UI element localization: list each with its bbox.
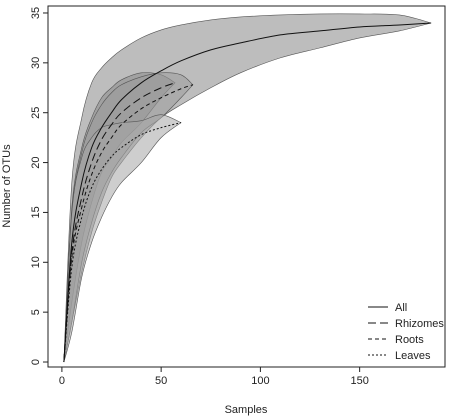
line-roots — [63, 84, 194, 363]
y-tick-label: 5 — [30, 309, 42, 315]
y-tick-label: 15 — [30, 206, 42, 218]
y-axis-label: Number of OTUs — [1, 144, 13, 228]
legend-label-roots: Roots — [395, 334, 424, 346]
x-tick-label: 0 — [59, 375, 65, 387]
y-tick-label: 0 — [30, 359, 42, 365]
y-tick-label: 10 — [30, 256, 42, 268]
legend-label-rhizomes: Rhizomes — [395, 318, 444, 330]
y-tick-label: 25 — [30, 107, 42, 119]
legend-label-leaves: Leaves — [395, 350, 431, 362]
x-axis: 0 50 100 150 — [59, 367, 369, 387]
band-leaves — [63, 114, 182, 363]
y-axis: 0 5 10 15 20 25 30 35 — [30, 7, 48, 365]
band-all — [63, 13, 432, 363]
y-tick-label: 35 — [30, 7, 42, 19]
line-leaves — [63, 122, 182, 363]
series-lines — [63, 22, 432, 363]
confidence-bands — [63, 13, 432, 363]
y-tick-label: 30 — [30, 57, 42, 69]
plot-frame — [47, 5, 446, 368]
y-tick-label: 20 — [30, 156, 42, 168]
x-axis-label: Samples — [225, 404, 268, 416]
x-tick-label: 100 — [251, 375, 269, 387]
legend: All Rhizomes Roots Leaves — [368, 302, 444, 362]
line-rhizomes — [63, 82, 176, 363]
legend-label-all: All — [395, 302, 407, 314]
x-tick-label: 150 — [350, 375, 368, 387]
line-all — [63, 22, 432, 363]
x-tick-label: 50 — [155, 375, 167, 387]
